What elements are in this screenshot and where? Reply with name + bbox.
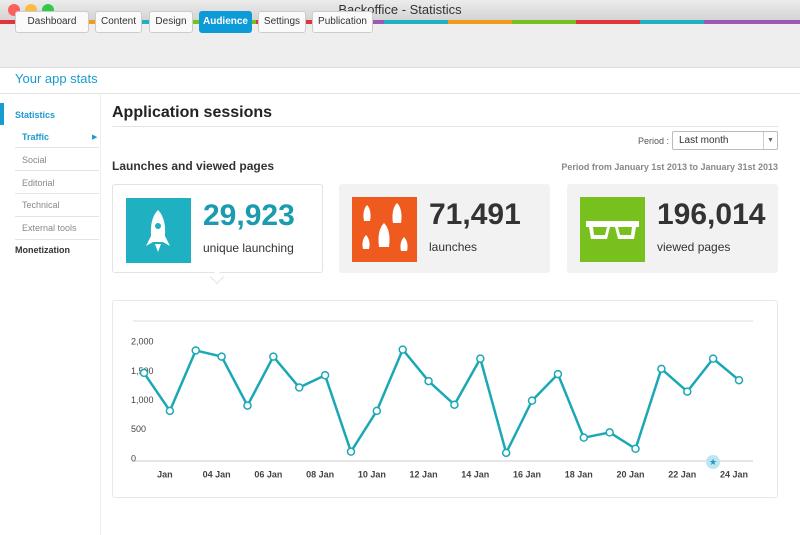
sidebar-item[interactable]: External tools bbox=[22, 223, 77, 233]
separator bbox=[112, 126, 778, 127]
stat-card[interactable]: 196,014 viewed pages bbox=[567, 184, 778, 273]
period-select[interactable]: Last month ▼ bbox=[672, 131, 778, 150]
y-tick-label: 0 bbox=[131, 453, 136, 463]
y-tick-label: 500 bbox=[131, 424, 146, 434]
stat-label: viewed pages bbox=[657, 240, 731, 254]
data-point bbox=[450, 400, 459, 409]
rockets-icon bbox=[352, 197, 417, 262]
series-line bbox=[142, 348, 740, 455]
x-tick-label: 24 Jan bbox=[720, 469, 748, 479]
data-point bbox=[320, 371, 330, 380]
separator bbox=[15, 239, 99, 240]
x-tick-label: 06 Jan bbox=[254, 469, 282, 479]
separator bbox=[0, 93, 800, 94]
arrow-icon: ▶ bbox=[92, 134, 98, 141]
data-point bbox=[631, 444, 640, 453]
select-value: Last month bbox=[679, 135, 729, 146]
stat-value: 196,014 bbox=[657, 198, 766, 231]
sidebar-border bbox=[100, 94, 101, 535]
x-tick-label: Jan bbox=[157, 469, 173, 479]
data-point bbox=[191, 346, 200, 355]
x-tick-label: 08 Jan bbox=[306, 469, 334, 479]
data-point bbox=[269, 352, 278, 361]
sidebar-item[interactable]: Editorial bbox=[22, 178, 55, 188]
rocket-icon bbox=[126, 198, 191, 263]
data-point bbox=[372, 406, 382, 416]
separator bbox=[15, 147, 99, 148]
sidebar-item[interactable]: Social bbox=[22, 155, 47, 165]
data-point bbox=[683, 387, 692, 396]
color-stripe bbox=[0, 20, 800, 24]
data-point bbox=[553, 369, 563, 379]
period-label: Period : bbox=[638, 136, 670, 146]
stat-value: 71,491 bbox=[429, 198, 521, 231]
section-title: Launches and viewed pages bbox=[112, 159, 275, 173]
x-tick-label: 12 Jan bbox=[410, 469, 438, 479]
x-tick-label: 22 Jan bbox=[668, 469, 696, 479]
data-point bbox=[708, 354, 718, 363]
y-tick-label: 2,000 bbox=[131, 337, 154, 347]
data-point bbox=[476, 354, 485, 363]
y-tick-label: 1,000 bbox=[131, 395, 154, 405]
x-tick-label: 16 Jan bbox=[513, 469, 541, 479]
data-point bbox=[657, 364, 666, 374]
x-tick-label: 10 Jan bbox=[358, 469, 386, 479]
active-indicator bbox=[0, 103, 4, 125]
x-tick-label: 14 Jan bbox=[461, 469, 489, 479]
data-point bbox=[346, 447, 356, 456]
nav-tab[interactable]: Audience bbox=[199, 11, 252, 33]
separator bbox=[15, 170, 99, 171]
separator bbox=[15, 193, 99, 194]
sidebar-item[interactable]: Statistics bbox=[15, 110, 56, 120]
separator bbox=[15, 216, 99, 217]
data-point bbox=[527, 396, 537, 405]
sidebar-item[interactable]: Technical bbox=[22, 200, 60, 210]
data-point bbox=[424, 376, 433, 386]
data-point bbox=[243, 401, 252, 410]
app-title: Your app stats bbox=[15, 71, 98, 86]
stat-value: 29,923 bbox=[203, 199, 295, 232]
data-point bbox=[734, 375, 744, 385]
data-point bbox=[398, 345, 407, 354]
nav-tab[interactable]: Dashboard bbox=[15, 11, 89, 33]
data-point bbox=[294, 383, 304, 392]
nav-tab[interactable]: Design bbox=[149, 11, 193, 33]
data-point bbox=[579, 433, 589, 442]
x-tick-label: 18 Jan bbox=[565, 469, 593, 479]
period-text: Period from January 1st 2013 to January … bbox=[561, 162, 778, 172]
data-point bbox=[217, 352, 226, 361]
data-point bbox=[501, 448, 511, 458]
page-title: Application sessions bbox=[112, 104, 273, 121]
data-point bbox=[165, 406, 175, 416]
stat-card[interactable]: 29,923 unique launching bbox=[112, 184, 323, 273]
x-tick-label: 04 Jan bbox=[203, 469, 231, 479]
x-tick-label: 20 Jan bbox=[617, 469, 645, 479]
stat-label: launches bbox=[429, 240, 478, 254]
stat-label: unique launching bbox=[203, 241, 294, 255]
data-point bbox=[605, 428, 614, 437]
data-point bbox=[139, 368, 149, 378]
nav-tab[interactable]: Settings bbox=[258, 11, 306, 33]
nav-tab[interactable]: Content bbox=[95, 11, 142, 33]
nav-tab[interactable]: Publication bbox=[312, 11, 373, 33]
stat-card[interactable]: 71,491 launches bbox=[339, 184, 550, 273]
sidebar-item[interactable]: Traffic bbox=[22, 132, 50, 142]
select-arrow: ▼ bbox=[763, 132, 777, 149]
glasses-icon bbox=[580, 197, 645, 262]
sidebar-item[interactable]: Monetization bbox=[15, 245, 70, 255]
star-marker[interactable]: ★ bbox=[706, 455, 720, 469]
